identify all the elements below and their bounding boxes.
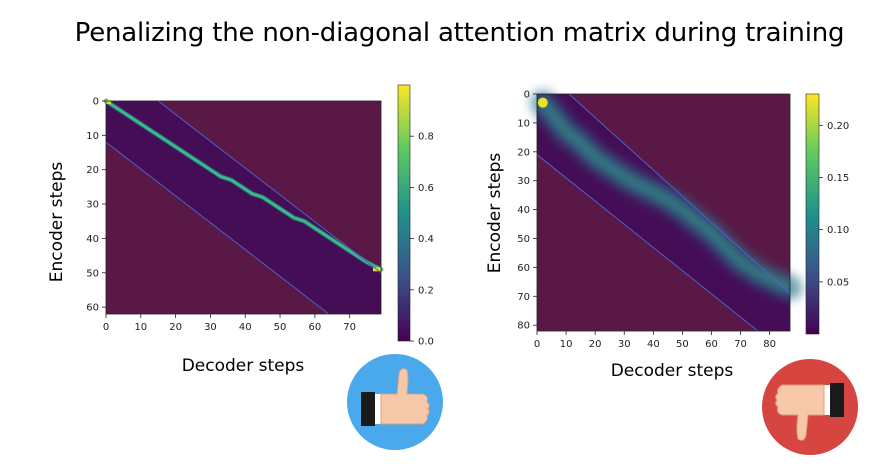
colorbar-tick-label: 0.6 xyxy=(418,183,434,194)
colorbar-tick-label: 0.4 xyxy=(418,234,434,245)
y-axis-label: Encoder steps xyxy=(47,162,67,283)
colorbar-fill xyxy=(397,84,411,342)
colorbar-tick-label: 0.8 xyxy=(418,132,434,143)
heatmap-right: 0 10 20 30 40 50 60 70 80 0 10 20 30 40 50 60 70 80 Decode… xyxy=(485,90,849,382)
x-tick-label: 10 xyxy=(134,322,147,333)
x-axis-label: Decoder steps xyxy=(611,361,734,381)
colorbar: 0.0 0.2 0.4 0.6 0.8 xyxy=(397,84,434,348)
colorbar-tick-label: 0.10 xyxy=(827,225,849,236)
x-tick-label: 80 xyxy=(763,339,776,350)
colorbar-tick-label: 0.20 xyxy=(827,121,849,132)
x-tick-label: 20 xyxy=(589,339,602,350)
plot-frame xyxy=(536,93,791,332)
y-tick-label: 40 xyxy=(86,234,99,245)
x-tick-label: 70 xyxy=(343,322,356,333)
x-tick-label: 60 xyxy=(705,339,718,350)
y-tick-label: 0 xyxy=(524,90,530,101)
y-tick-label: 40 xyxy=(517,205,530,216)
x-tick-label: 0 xyxy=(103,322,109,333)
x-tick-label: 30 xyxy=(204,322,217,333)
x-tick-label: 60 xyxy=(308,322,321,333)
attention-peak xyxy=(537,97,548,108)
x-tick-label: 40 xyxy=(239,322,252,333)
colorbar: 0.05 0.10 0.15 0.20 xyxy=(805,93,849,335)
x-tick-label: 40 xyxy=(647,339,660,350)
colorbar-tick-label: 0.05 xyxy=(827,277,849,288)
colorbar-tick-label: 0.2 xyxy=(418,285,434,296)
y-tick-label: 60 xyxy=(517,263,530,274)
colorbar-tick-label: 0.0 xyxy=(418,337,434,348)
y-tick-label: 50 xyxy=(86,268,99,279)
band-lower-edge xyxy=(105,141,330,315)
band-lower-edge xyxy=(536,154,759,332)
y-tick-label: 70 xyxy=(517,292,530,303)
slide-title: Penalizing the non-diagonal attention ma… xyxy=(74,18,845,48)
thumbs-down-icon xyxy=(762,359,858,455)
x-tick-label: 0 xyxy=(534,339,540,350)
x-tick-label: 50 xyxy=(274,322,287,333)
y-tick-label: 0 xyxy=(93,97,99,108)
diagonal-band xyxy=(106,101,381,314)
y-tick-label: 30 xyxy=(86,200,99,211)
y-tick-label: 20 xyxy=(517,147,530,158)
band-upper-edge xyxy=(568,93,791,294)
y-tick-label: 20 xyxy=(86,165,99,176)
x-tick-label: 70 xyxy=(734,339,747,350)
colorbar-fill xyxy=(805,93,820,335)
y-tick-label: 10 xyxy=(517,118,530,129)
x-tick-label: 50 xyxy=(676,339,689,350)
x-tick-label: 20 xyxy=(169,322,182,333)
y-tick-label: 50 xyxy=(517,234,530,245)
x-tick-label: 30 xyxy=(618,339,631,350)
y-tick-label: 60 xyxy=(86,303,99,314)
heatmap-left: 0 10 20 30 40 50 60 70 0 10 20 30 40 50 60 Decoder step… xyxy=(47,84,434,376)
attention-path xyxy=(538,98,795,293)
attention-peak xyxy=(105,100,111,104)
y-tick-label: 80 xyxy=(517,321,530,332)
colorbar-tick-label: 0.15 xyxy=(827,173,849,184)
plot-frame xyxy=(105,100,382,315)
y-tick-label: 10 xyxy=(86,131,99,142)
y-axis-label: Encoder steps xyxy=(485,153,505,274)
attention-path xyxy=(104,99,383,271)
thumbs-up-icon xyxy=(347,354,443,450)
x-tick-label: 10 xyxy=(560,339,573,350)
x-axis-label: Decoder steps xyxy=(182,356,305,376)
band-upper-edge xyxy=(157,100,382,274)
y-tick-label: 30 xyxy=(517,176,530,187)
